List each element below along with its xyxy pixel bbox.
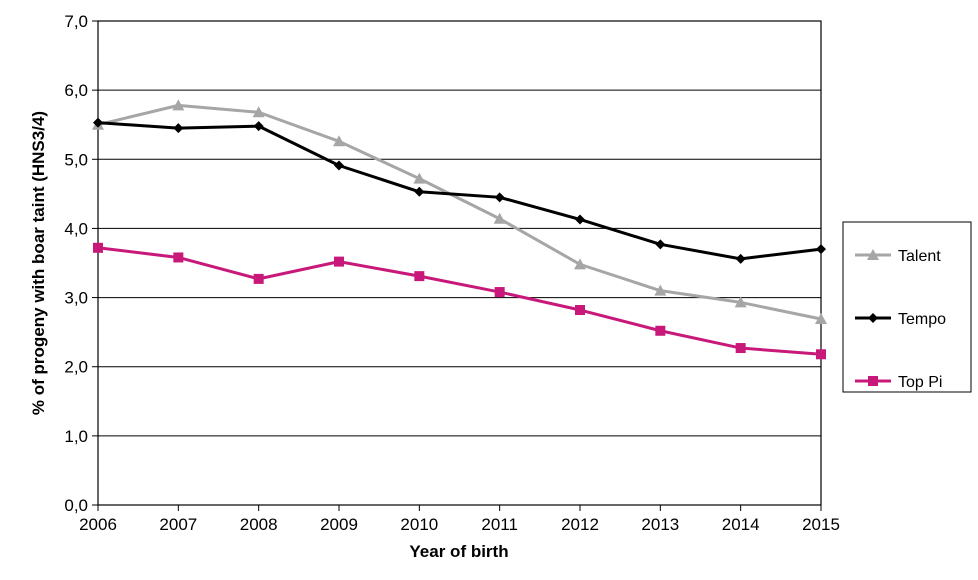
legend-item: Tempo (855, 311, 946, 328)
x-tick-label: 2006 (79, 515, 117, 534)
x-tick-label: 2015 (802, 515, 840, 534)
series-group (92, 99, 827, 360)
y-tick-label: 0,0 (64, 496, 88, 515)
series-talent (92, 99, 827, 325)
data-point-diamond (816, 244, 826, 255)
data-point-square (735, 343, 746, 354)
data-point-diamond (173, 123, 184, 134)
data-point-triangle (734, 296, 747, 308)
data-point-diamond (494, 192, 505, 203)
y-tick-label: 5,0 (64, 150, 88, 169)
x-tick-label: 2009 (320, 515, 358, 534)
data-point-diamond (868, 313, 878, 323)
plot-area (97, 20, 822, 506)
data-point-square (93, 242, 103, 253)
data-point-diamond (655, 239, 666, 250)
data-point-square (334, 256, 344, 267)
data-point-triangle (252, 106, 265, 118)
data-point-triangle (574, 258, 586, 270)
series-line (97, 121, 822, 261)
data-point-square (494, 287, 505, 298)
data-point-square (816, 349, 826, 360)
y-tick-label: 7,0 (64, 12, 88, 31)
y-tick-label: 4,0 (64, 219, 88, 238)
x-tick-label: 2008 (240, 515, 278, 534)
data-point-diamond (253, 121, 264, 132)
legend-box (842, 221, 972, 393)
legend: Talent Tempo Top Pi (842, 221, 972, 393)
data-point-square (253, 273, 264, 284)
legend-item: Top Pi (855, 374, 942, 391)
data-point-triangle (413, 172, 426, 184)
series-top-pi (93, 242, 826, 360)
x-tick-label: 2013 (641, 515, 679, 534)
data-point-diamond (334, 160, 344, 171)
data-point-diamond (575, 214, 585, 225)
data-point-diamond (93, 117, 103, 128)
legend-label: Top Pi (898, 374, 942, 391)
x-axis-title: Year of birth (409, 542, 508, 561)
gridlines (98, 89, 821, 437)
data-point-triangle (493, 212, 506, 224)
data-point-triangle (815, 313, 827, 325)
data-point-triangle (867, 249, 879, 260)
data-point-triangle (172, 99, 185, 111)
data-point-diamond (414, 186, 425, 197)
data-point-square (575, 305, 585, 316)
x-tick-label: 2014 (722, 515, 760, 534)
x-axis-ticks: 2006 2007 2008 2009 2010 2011 2012 2013 2014 2015 (79, 505, 840, 534)
legend-item: Talent (855, 248, 941, 265)
y-tick-label: 6,0 (64, 81, 88, 100)
legend-label: Talent (898, 248, 941, 265)
x-tick-label: 2012 (561, 515, 599, 534)
series-tempo (93, 117, 826, 264)
y-tick-label: 2,0 (64, 358, 88, 377)
legend-label: Tempo (898, 311, 946, 328)
data-point-square (655, 325, 666, 336)
data-point-square (173, 252, 184, 263)
y-axis-title: % of progeny with boar taint (HNS3/4) (29, 111, 48, 415)
x-tick-label: 2011 (481, 515, 518, 534)
y-axis-ticks: 0,0 1,0 2,0 3,0 4,0 5,0 6,0 7,0 (64, 12, 98, 515)
series-line (97, 103, 822, 321)
data-point-square (414, 271, 425, 282)
series-line (97, 246, 822, 356)
x-tick-label: 2010 (400, 515, 438, 534)
y-tick-label: 1,0 (64, 427, 88, 446)
data-point-triangle (654, 284, 667, 296)
data-point-diamond (735, 253, 746, 264)
y-tick-label: 3,0 (64, 289, 88, 308)
data-point-triangle (333, 135, 345, 147)
x-tick-label: 2007 (159, 515, 197, 534)
data-point-square (868, 376, 878, 386)
